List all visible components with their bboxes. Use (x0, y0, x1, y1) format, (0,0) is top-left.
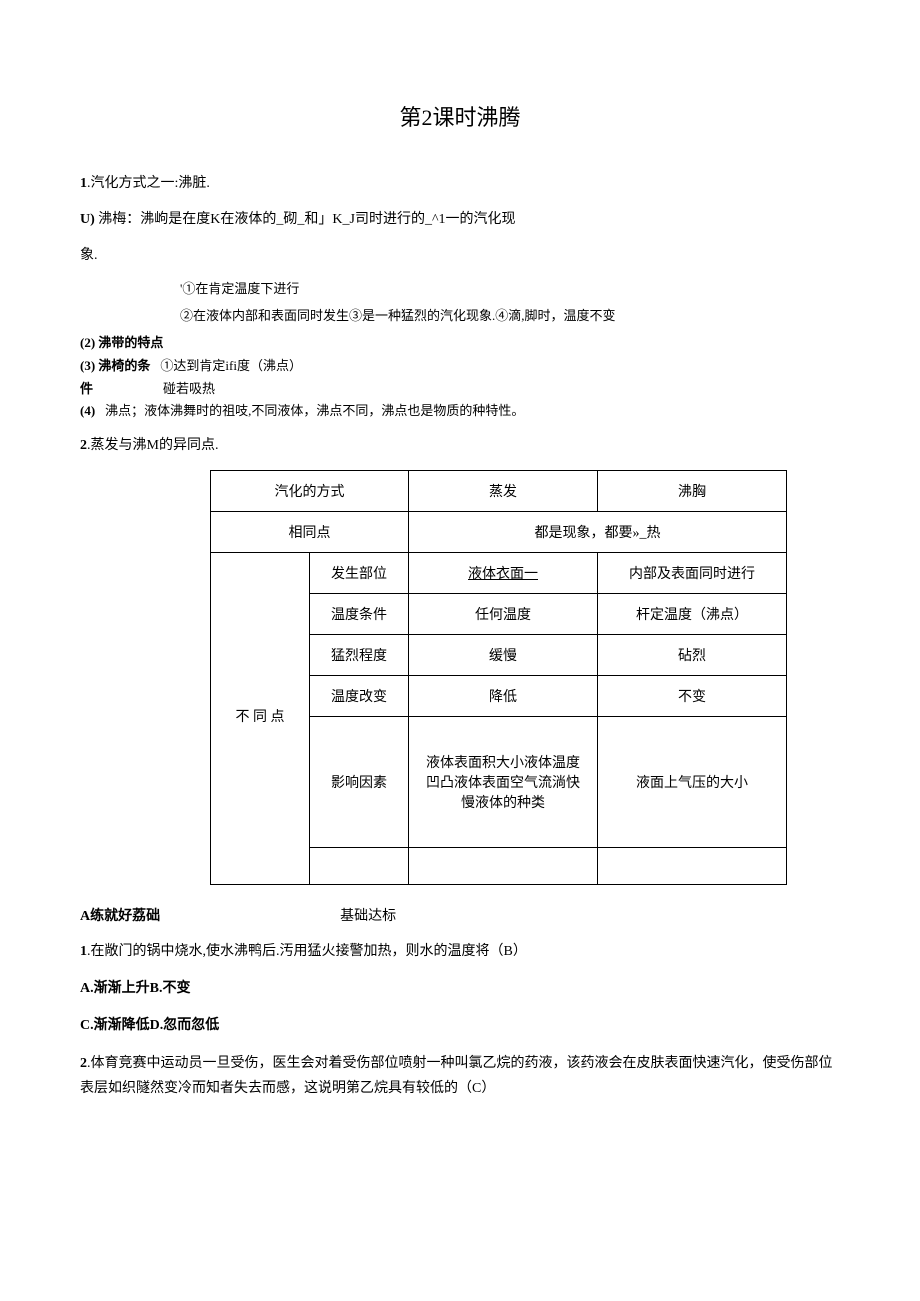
point-2-label: (2) 沸带的特点 (80, 333, 163, 354)
cell-empty-d (598, 847, 787, 884)
q1-text: .在敞门的锅中烧水,使水沸鸭后.汚用猛火接警加热，则水的温度将（B） (87, 944, 527, 959)
cell-r4d: 杆定温度（沸点） (598, 593, 787, 634)
cell-r7c: 液体表面积大小液体温度凹凸液体表面空气流淌快慢液体的种类 (409, 716, 598, 847)
question-1: 1.在敞门的锅中烧水,使水沸鸭后.汚用猛火接警加热，则水的温度将（B） (80, 939, 840, 964)
q2-num: 2 (80, 1056, 87, 1071)
cell-r6c: 降低 (409, 675, 598, 716)
cell-r7b: 影响因素 (310, 716, 409, 847)
u-label: U) (80, 212, 95, 227)
q2-text: .体育竞赛中运动员一旦受伤，医生会对着受伤部位喷射一种叫氯乙烷的药液，该药液会在… (80, 1056, 833, 1096)
point-3-group: (3) 沸椅的条 ①达到肯定ifi度（沸点） (80, 356, 840, 377)
q1-num: 1 (80, 944, 87, 959)
page-title: 第2课时沸腾 (80, 100, 840, 132)
point-3-label2: 件 (80, 379, 93, 400)
cell-empty-c (409, 847, 598, 884)
cell-boil: 沸胸 (598, 470, 787, 511)
cell-r3c: 液体衣面一 (409, 552, 598, 593)
cell-same-text: 都是现象，都要»_热 (409, 511, 787, 552)
comparison-table: 汽化的方式 蒸发 沸胸 相同点 都是现象，都要»_热 不 同 点 发生部位 液体… (210, 470, 787, 885)
cell-evap: 蒸发 (409, 470, 598, 511)
point-3-group-b: 件 碰若吸热 (80, 379, 840, 400)
point-3-c2: 碰若吸热 (163, 379, 215, 400)
point-1: 1.汽化方式之一:沸脏. (80, 172, 840, 196)
u-text: 沸梅：沸岣是在度K在液体的_砌_和」K_J司时进行的_^1一的汽化现 (98, 212, 515, 227)
table-row: 相同点 都是现象，都要»_热 (211, 511, 787, 552)
point-3-label: (3) 沸椅的条 (80, 356, 150, 377)
section-right: 基础达标 (340, 905, 396, 925)
point-4-label: (4) (80, 401, 95, 422)
point-1-sub-u-cont: 象. (80, 244, 840, 268)
point-2-group: (2) 沸带的特点 (80, 333, 840, 354)
table-row: 汽化的方式 蒸发 沸胸 (211, 470, 787, 511)
question-2: 2.体育竞赛中运动员一旦受伤，医生会对着受伤部位喷射一种叫氯乙烷的药液，该药液会… (80, 1051, 840, 1101)
point-2-num: 2 (80, 438, 87, 453)
cell-diff-label: 不 同 点 (211, 552, 310, 884)
cell-same-label: 相同点 (211, 511, 409, 552)
cell-r4b: 温度条件 (310, 593, 409, 634)
cell-r5b: 猛烈程度 (310, 634, 409, 675)
point-1-text: .汽化方式之一:沸脏. (87, 176, 210, 191)
point-2-text: .蒸发与沸M的异同点. (87, 438, 218, 453)
cell-r4c: 任何温度 (409, 593, 598, 634)
section-left: A练就好荔础 (80, 905, 160, 925)
circled-1: '①在肯定温度下进行 (180, 279, 840, 300)
cell-r3b: 发生部位 (310, 552, 409, 593)
q1-opt-cd: C.渐渐降低D.忽而忽低 (80, 1013, 840, 1038)
cell-method: 汽化的方式 (211, 470, 409, 511)
cell-empty-b (310, 847, 409, 884)
point-4-group: (4) 沸点；液体沸舞时的祖吱,不同液体，沸点不同，沸点也是物质的种特性。 (80, 401, 840, 422)
cell-r7d: 液面上气压的大小 (598, 716, 787, 847)
section-header: A练就好荔础 基础达标 (80, 905, 840, 925)
cell-r5d: 砧烈 (598, 634, 787, 675)
cell-r6d: 不变 (598, 675, 787, 716)
cell-r5c: 缓慢 (409, 634, 598, 675)
point-1-sub-u: U) 沸梅：沸岣是在度K在液体的_砌_和」K_J司时进行的_^1一的汽化现 (80, 208, 840, 232)
point-3-c1: ①达到肯定ifi度（沸点） (160, 356, 302, 377)
cell-r6b: 温度改变 (310, 675, 409, 716)
point-2: 2.蒸发与沸M的异同点. (80, 434, 840, 458)
table-row: 不 同 点 发生部位 液体衣面一 内部及表面同时进行 (211, 552, 787, 593)
point-1-num: 1 (80, 176, 87, 191)
q1-opt-ab: A.渐渐上升B.不变 (80, 976, 840, 1001)
cell-r3d: 内部及表面同时进行 (598, 552, 787, 593)
point-4-text: 沸点；液体沸舞时的祖吱,不同液体，沸点不同，沸点也是物质的种特性。 (105, 401, 524, 422)
circled-234: ②在液体内部和表面同时发生③是一种猛烈的汽化现象.④滴,脚时，温度不变 (180, 306, 840, 327)
